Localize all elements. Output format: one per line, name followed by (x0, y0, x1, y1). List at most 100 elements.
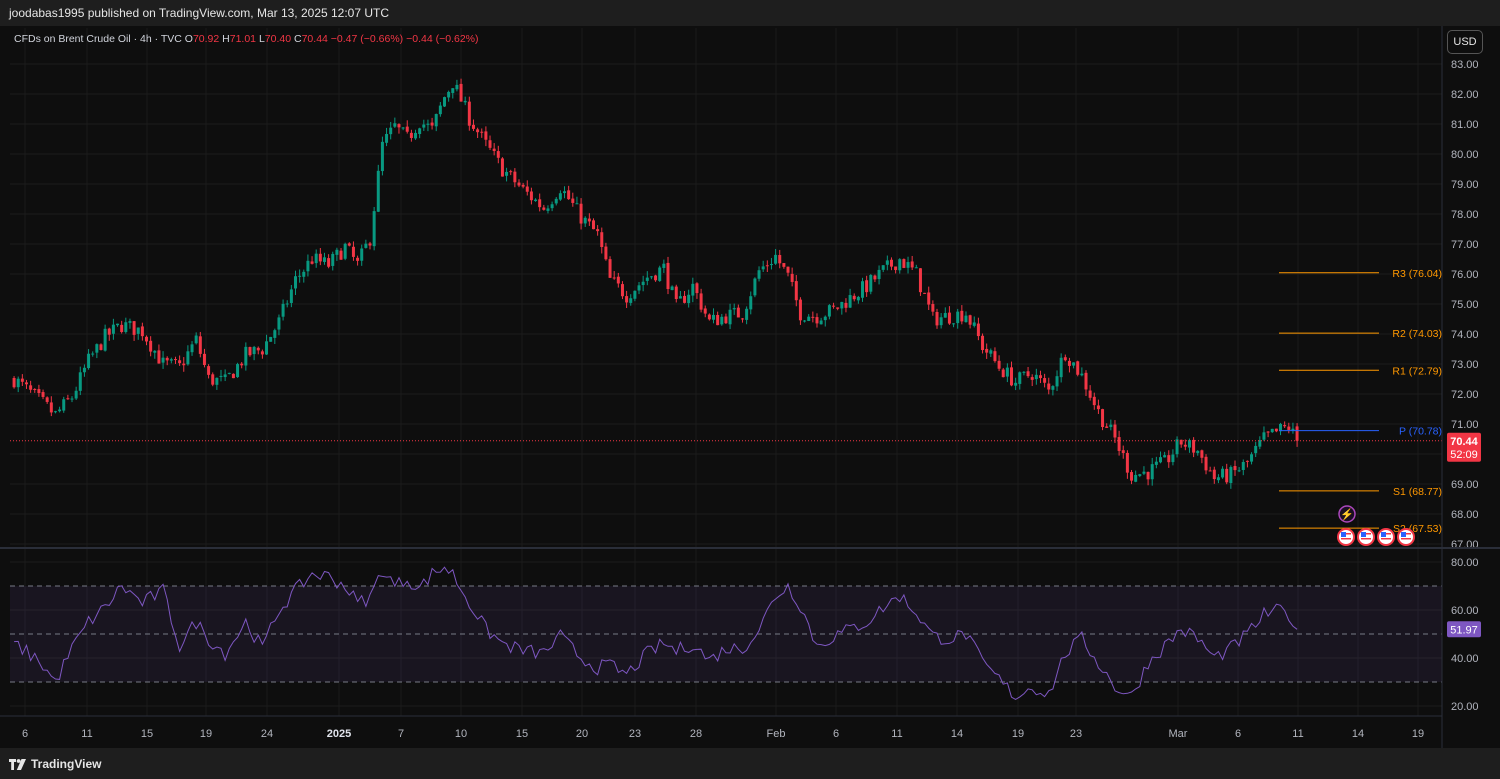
tradingview-logo[interactable]: TradingView (9, 757, 101, 771)
symbol-name: CFDs on Brent Crude Oil · 4h · TVC (14, 33, 182, 45)
candle (37, 384, 41, 397)
candle (670, 285, 674, 291)
candle-body (1237, 470, 1241, 472)
candle (1105, 423, 1109, 429)
candle (49, 396, 53, 417)
candle-body (236, 364, 240, 378)
candle-body (563, 191, 567, 194)
chart-area[interactable]: R3 (76.04) R2 (74.03) R1 (72.79) P (70.78) S… (0, 26, 1500, 748)
candle (182, 357, 186, 372)
candle-body (1274, 428, 1278, 432)
candle-body (1125, 452, 1129, 473)
candle (327, 254, 331, 269)
candle (401, 126, 405, 131)
symbol-legend[interactable]: CFDs on Brent Crude Oil · 4h · TVC O70.9… (14, 33, 479, 45)
candle (683, 290, 687, 304)
candle-body (505, 171, 509, 176)
flag-stripe (1401, 538, 1411, 540)
candle-body (774, 254, 778, 264)
candle-body (347, 243, 351, 246)
candle-body (422, 124, 426, 128)
candle-body (190, 344, 194, 353)
candle (1014, 377, 1018, 391)
candle-body (273, 330, 277, 338)
candle (347, 242, 351, 247)
price-tick-label: 71.00 (1451, 419, 1479, 431)
candle-body (256, 347, 260, 351)
candle-body (1212, 469, 1216, 480)
candle (190, 341, 194, 356)
close-value: 70.44 (301, 33, 328, 45)
candle-body (823, 316, 827, 321)
candle-body (306, 260, 310, 272)
rsi-tick-label: 20.00 (1451, 701, 1479, 713)
candle (542, 204, 546, 211)
candle-body (74, 390, 78, 399)
candle-body (952, 323, 956, 325)
candle (583, 216, 587, 227)
candle (372, 207, 376, 251)
candle (173, 356, 177, 364)
candle-body (1150, 464, 1154, 480)
candle-body (331, 253, 335, 266)
candle-body (62, 399, 66, 411)
candle-body (1067, 360, 1071, 366)
candle (87, 349, 91, 370)
candle (91, 351, 95, 357)
event-markers[interactable]: ⚡ (1337, 505, 1415, 546)
flag-stripe (1346, 533, 1351, 535)
candle (29, 380, 33, 393)
pivot-label: R1 (72.79) (1392, 365, 1442, 377)
candle (356, 255, 360, 266)
candle-body (939, 317, 943, 326)
time-tick-label: 15 (141, 728, 153, 740)
current-price-badge (1447, 432, 1481, 462)
candle-body (120, 324, 124, 332)
candle-body (265, 341, 269, 355)
time-tick-label: 19 (1412, 728, 1424, 740)
candle (1208, 466, 1212, 472)
candle-body (1092, 396, 1096, 406)
candle (674, 284, 678, 303)
candle-body (194, 335, 198, 344)
time-tick-label: 6 (1235, 728, 1241, 740)
candle (447, 90, 451, 102)
candle (989, 348, 993, 358)
time-tick-label: 14 (1352, 728, 1364, 740)
candle (1076, 360, 1080, 377)
candle-body (66, 398, 70, 400)
candle-body (889, 259, 893, 267)
candle-body (1262, 432, 1266, 440)
lightning-icon[interactable] (1338, 505, 1356, 523)
candle-body (765, 265, 769, 267)
candle (778, 249, 782, 269)
candle (1212, 466, 1216, 484)
candle-body (616, 276, 620, 284)
candle-body (538, 199, 542, 208)
candle (169, 357, 173, 364)
candle (1034, 368, 1038, 385)
candle (1274, 428, 1278, 433)
candle-body (529, 191, 533, 201)
candle (881, 265, 885, 273)
candle-body (666, 262, 670, 290)
candle-body (1038, 375, 1042, 379)
candle-body (542, 207, 546, 210)
currency-button[interactable]: USD (1447, 30, 1483, 54)
flag-stripe (1386, 533, 1391, 535)
candle-body (1034, 374, 1038, 380)
candle (1038, 370, 1042, 384)
candle (269, 336, 273, 342)
candle-body (82, 367, 86, 373)
candle (335, 247, 339, 261)
candle (422, 119, 426, 131)
candle (869, 274, 873, 295)
candle-body (1283, 425, 1287, 427)
candle-body (1187, 440, 1191, 448)
time-tick-label: 23 (629, 728, 641, 740)
candle-body (1043, 378, 1047, 383)
candle (997, 355, 1001, 372)
candle-body (252, 346, 256, 355)
candle-body (1175, 439, 1179, 455)
candle (244, 342, 248, 371)
